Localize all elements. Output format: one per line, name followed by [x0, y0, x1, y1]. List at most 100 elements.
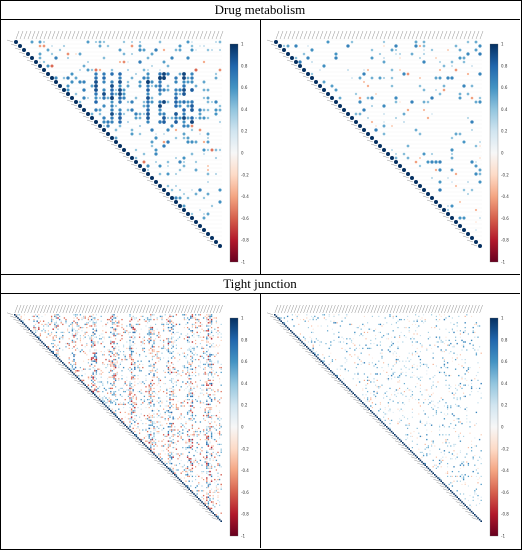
corr-square — [59, 336, 61, 338]
corr-square — [90, 376, 93, 378]
corr-square — [204, 330, 206, 332]
y-tick-label — [186, 219, 194, 223]
corr-circle — [474, 164, 478, 168]
corr-square — [35, 331, 37, 333]
corr-square — [172, 355, 174, 358]
corr-circle — [170, 56, 174, 60]
corr-square — [209, 363, 211, 366]
corr-square — [354, 333, 356, 335]
corr-square — [58, 318, 61, 321]
corr-square — [116, 373, 118, 375]
colorbar-tick-label: -0.8 — [501, 512, 509, 517]
corr-square — [95, 371, 98, 374]
corr-square — [81, 374, 83, 377]
x-tick-label — [31, 30, 36, 40]
corr-square — [370, 405, 372, 407]
corr-circle — [162, 144, 166, 148]
corr-circle — [190, 44, 194, 48]
corr-square — [86, 354, 88, 356]
corr-square — [129, 343, 131, 345]
corr-square — [315, 338, 317, 340]
corr-square — [191, 368, 194, 370]
y-tick-label — [166, 472, 174, 475]
corr-square — [89, 351, 91, 353]
corr-square — [76, 376, 78, 378]
corr-square — [87, 384, 90, 386]
corr-square — [163, 439, 165, 441]
corr-square — [217, 432, 219, 434]
corr-circle — [318, 84, 322, 88]
corr-square — [73, 360, 75, 362]
corr-circle — [166, 160, 170, 164]
corr-square — [390, 419, 393, 422]
colorbar-tick-label: 0 — [501, 425, 504, 430]
corr-square — [150, 419, 152, 422]
corr-square — [138, 390, 141, 393]
corr-square — [455, 392, 457, 394]
corr-square — [114, 403, 117, 406]
corr-circle — [478, 100, 482, 104]
corr-circle — [186, 196, 190, 200]
corr-square — [183, 365, 186, 367]
corr-square — [158, 414, 160, 417]
corr-square — [105, 397, 107, 399]
y-tick-label — [278, 51, 286, 55]
corr-square — [211, 418, 213, 420]
corr-square — [220, 450, 222, 452]
x-tick-label — [311, 30, 316, 40]
corr-circle — [150, 96, 154, 100]
corr-square — [220, 366, 222, 369]
corr-square — [35, 314, 37, 316]
corr-square — [371, 402, 373, 404]
corr-circle — [178, 44, 182, 48]
corr-square — [169, 351, 171, 353]
corr-square — [434, 405, 436, 407]
corr-square — [138, 370, 141, 372]
y-tick-label — [173, 479, 180, 482]
corr-circle — [358, 96, 362, 100]
corr-square — [212, 376, 214, 378]
corr-square — [199, 421, 202, 423]
corr-square — [282, 322, 284, 324]
corr-square — [278, 317, 281, 319]
corr-square — [459, 467, 461, 469]
corr-square — [139, 429, 141, 431]
corr-square — [211, 431, 213, 433]
corr-square — [110, 315, 112, 317]
corr-square — [210, 435, 213, 438]
corr-square — [90, 363, 93, 366]
corr-square — [190, 415, 192, 417]
corr-circle — [130, 128, 134, 132]
corr-square — [395, 352, 397, 354]
corr-square — [278, 318, 281, 321]
corr-circle — [298, 64, 302, 68]
corr-square — [214, 398, 216, 401]
corr-square — [145, 445, 147, 447]
corr-square — [103, 336, 105, 338]
corr-square — [217, 400, 219, 402]
corr-square — [451, 453, 454, 455]
corr-square — [362, 394, 364, 396]
corr-square — [206, 350, 208, 353]
corr-square — [102, 381, 104, 383]
corr-square — [307, 347, 310, 350]
corr-square — [91, 375, 93, 377]
corr-square — [151, 368, 153, 370]
corr-square — [405, 439, 407, 441]
corr-circle — [98, 96, 102, 100]
corr-square — [400, 408, 402, 410]
corr-square — [182, 446, 184, 449]
corr-square — [426, 423, 428, 425]
colorbar-tick-label: 0.2 — [241, 129, 248, 134]
corr-square — [355, 367, 357, 369]
corr-square — [464, 408, 466, 410]
corr-square — [471, 506, 473, 508]
corr-square — [188, 391, 190, 393]
corr-square — [95, 362, 98, 364]
corr-square — [312, 352, 314, 354]
corr-circle — [154, 152, 158, 156]
corr-square — [28, 328, 30, 330]
y-tick-label — [298, 344, 306, 347]
y-tick-label — [391, 437, 398, 440]
corr-square — [174, 325, 176, 327]
